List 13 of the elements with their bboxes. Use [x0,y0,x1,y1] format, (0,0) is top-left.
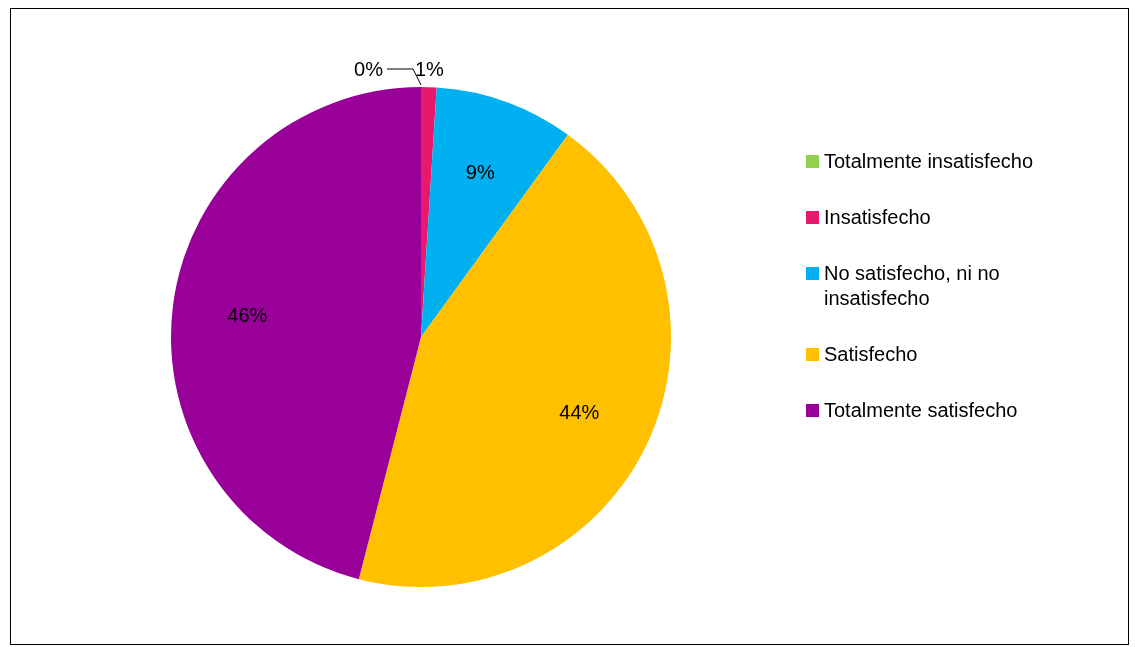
legend-label: Totalmente satisfecho [824,398,1019,423]
legend-label: No satisfecho, ni no insatisfecho [824,261,1001,311]
data-label: 44% [559,400,600,423]
legend-label: Totalmente insatisfecho [824,149,1034,174]
pie-slice [171,87,421,580]
text: 0% [354,58,383,80]
pie-slice [421,87,568,337]
pie-slice [358,134,671,587]
data-label: 1% [415,58,445,80]
data-label: 9% [465,161,495,184]
legend-label: Satisfecho [824,342,919,367]
data-label: 46% [227,304,268,327]
legend-label: Insatisfecho [824,205,932,230]
